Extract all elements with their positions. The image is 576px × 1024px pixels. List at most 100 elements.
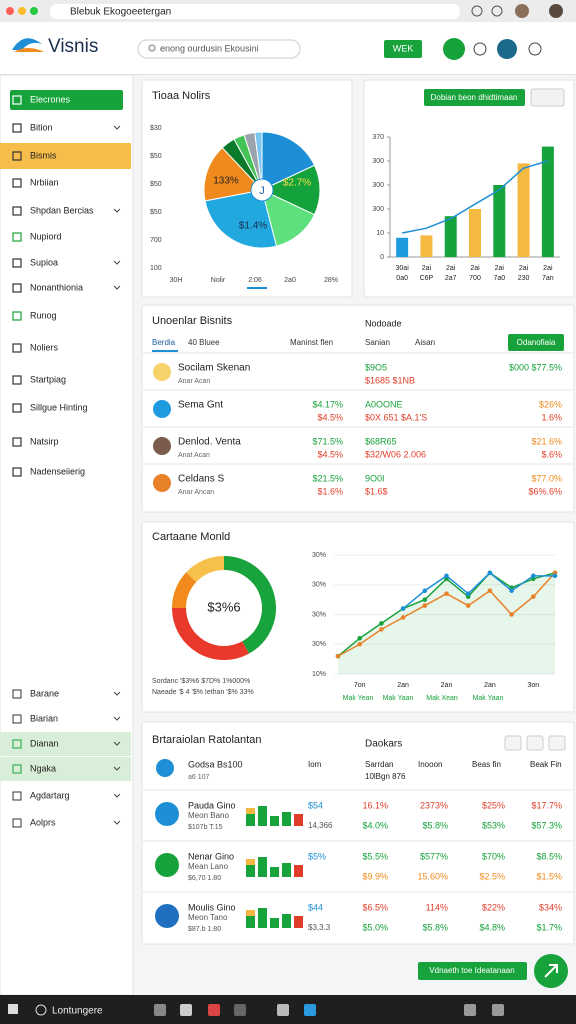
search-box[interactable] (137, 39, 301, 59)
sidebar-icon (12, 178, 22, 188)
sidebar-item[interactable]: Natsirp (30, 436, 59, 446)
card-title: Unoenlar Bisnits (152, 315, 233, 327)
axis-label: $50 (150, 209, 162, 216)
mini-bar-icon (270, 816, 279, 826)
x-tick-label: 0a0 (396, 275, 408, 282)
search-icon (35, 1004, 47, 1016)
chevron (113, 125, 121, 130)
sidebar-item[interactable]: Aolprs (30, 817, 56, 827)
sidebar-highlight (0, 757, 131, 781)
card-button[interactable] (424, 89, 525, 106)
row-sub: Anar Acan (178, 378, 210, 385)
column-header: Inooon (418, 760, 442, 769)
sidebar-item[interactable]: Nonanthionia (30, 282, 83, 292)
tab[interactable]: 40 Bluee (188, 338, 220, 347)
sidebar-item[interactable]: Bition (30, 122, 53, 132)
x-tick-label: C6P (420, 275, 434, 282)
taskbar-icon[interactable] (464, 1004, 476, 1016)
tab[interactable]: Berdia (152, 338, 176, 347)
start-button[interactable] (8, 1004, 18, 1014)
sidebar-item[interactable]: Supioa (30, 257, 58, 267)
row-sub: Mean Lano (188, 862, 229, 871)
sidebar-icon (12, 764, 22, 774)
sidebar-item[interactable]: Bismis (30, 150, 57, 160)
sidebar-item[interactable]: Dianan (30, 738, 59, 748)
cell-value: $34% (539, 902, 562, 912)
sidebar-item[interactable]: Agdartarg (30, 790, 70, 800)
x-tick-label: 2ai (543, 265, 553, 272)
sidebar-item[interactable]: Ngaka (30, 763, 56, 773)
cell-value: $0X 651 $A.1'S (365, 412, 427, 422)
pie-center-label: J (259, 185, 265, 197)
y-tick-label: 300 (372, 158, 384, 165)
sidebar-item[interactable]: Sillgue Hinting (30, 402, 88, 412)
taskbar-icon[interactable] (208, 1004, 220, 1016)
pie-slice (261, 131, 316, 191)
cell-value: $21.5% (312, 473, 343, 483)
row-sub: Meon Tano (188, 913, 228, 922)
y-tick-label: 30% (312, 582, 326, 589)
pie-slice (260, 164, 321, 216)
mini-bar-icon (294, 865, 303, 877)
icon-button[interactable] (548, 735, 566, 751)
sidebar-item[interactable]: Nupiord (30, 231, 62, 241)
mini-bar-icon (282, 812, 291, 826)
card-button[interactable] (508, 334, 564, 351)
sidebar-item[interactable]: Noliers (30, 342, 59, 352)
bottom-label: Mak Yean (343, 695, 374, 702)
notification-icon[interactable] (473, 42, 487, 56)
footer-button[interactable] (418, 962, 527, 980)
taskbar-icon[interactable] (492, 1004, 504, 1016)
icon-button[interactable] (530, 88, 565, 107)
taskbar-icon[interactable] (154, 1004, 166, 1016)
taskbar-icon[interactable] (180, 1004, 192, 1016)
taskbar-icon[interactable] (277, 1004, 289, 1016)
point (509, 612, 514, 617)
y-tick-label: 30% (312, 552, 326, 559)
column-header: Sarrdan (365, 760, 393, 769)
cell-value: $000 $77.5% (509, 362, 562, 372)
sidebar-item[interactable]: Biarian (30, 713, 58, 723)
icon-button[interactable] (526, 735, 544, 751)
icon-button[interactable] (504, 735, 522, 751)
cell-value: 114% (426, 902, 448, 912)
row-icon (155, 904, 179, 928)
header-button[interactable] (384, 40, 422, 58)
point (335, 653, 341, 659)
sidebar-item[interactable]: Shpdan Bercias (30, 205, 94, 215)
axis-label: 30H (170, 277, 183, 284)
bottom-label: Mak Yaan (383, 695, 414, 702)
slice-label: $1.4% (239, 221, 267, 232)
cell-value: $17.7% (531, 800, 562, 810)
tab[interactable]: Sanian (365, 338, 390, 347)
sidebar-item[interactable]: Barane (30, 688, 59, 698)
x-tick-label: 2ai (446, 265, 456, 272)
sidebar-item[interactable]: Startpiag (30, 374, 66, 384)
sidebar-item[interactable]: Runog (30, 310, 57, 320)
row-icon (155, 853, 179, 877)
chat-icon[interactable] (528, 42, 542, 56)
sidebar-icon (12, 123, 22, 133)
sidebar-icon (12, 375, 22, 385)
donut-center-label: $3%6 (207, 599, 240, 614)
tab[interactable]: Maninst flen (290, 338, 333, 347)
cell-value: $4.8% (479, 922, 505, 932)
user-avatar[interactable] (497, 39, 517, 59)
donut-segment (172, 607, 250, 660)
sidebar-item[interactable]: Nrbiian (30, 177, 59, 187)
axis-label: 100 (150, 265, 162, 272)
window-dot (18, 7, 26, 15)
sidebar-icon (12, 403, 22, 413)
chevron (113, 208, 121, 213)
sidebar-icon (12, 283, 22, 293)
mini-bar-icon (258, 914, 267, 928)
tab[interactable]: Aisan (415, 338, 435, 347)
sidebar-item[interactable]: Elecrones (30, 94, 71, 104)
sidebar-item[interactable]: Nadenseiierig (30, 466, 85, 476)
action-button[interactable] (443, 38, 465, 60)
cell-value: 14,366 (308, 821, 333, 830)
card-button-text: Dobian beon dhidtimaan (431, 93, 518, 102)
cell-value: $5.0% (362, 922, 388, 932)
taskbar-icon[interactable] (304, 1004, 316, 1016)
taskbar-icon[interactable] (234, 1004, 246, 1016)
